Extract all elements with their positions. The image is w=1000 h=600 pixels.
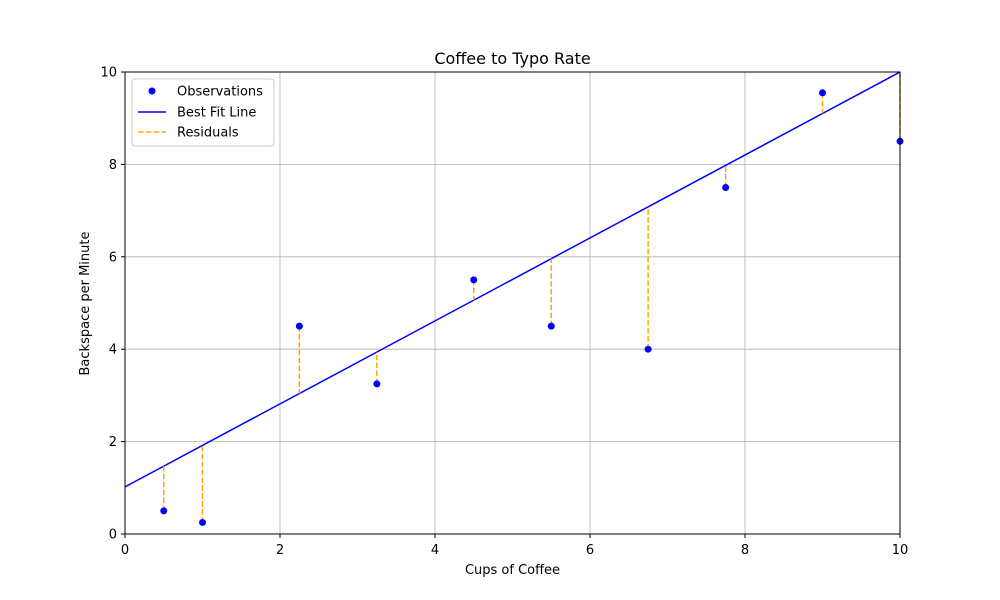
x-tick-label: 4 — [431, 543, 439, 558]
observation-point — [722, 184, 730, 191]
y-tick-label: 2 — [109, 435, 117, 450]
y-tick-label: 0 — [109, 528, 117, 543]
plot-area — [124, 71, 904, 526]
y-tick-label: 10 — [100, 66, 117, 81]
observation-point — [295, 322, 303, 330]
legend-label-residuals: Residuals — [177, 126, 239, 141]
observation-point — [547, 322, 555, 330]
observation-point — [373, 380, 381, 388]
x-tick-label: 2 — [276, 543, 284, 558]
legend-label-best-fit: Best Fit Line — [177, 106, 256, 121]
legend: Observations Best Fit Line Residuals — [131, 78, 275, 147]
y-tick-label: 8 — [109, 158, 117, 173]
observation-point — [160, 507, 168, 515]
observation-point — [470, 276, 478, 284]
chart-title: Coffee to Typo Rate — [434, 49, 590, 68]
y-tick-label: 6 — [109, 250, 117, 265]
x-tick-label: 6 — [586, 543, 594, 558]
legend-observations-marker — [148, 87, 156, 95]
axes-frame — [124, 71, 901, 535]
observation-point — [819, 89, 826, 97]
x-tick-label: 8 — [741, 543, 749, 558]
best-fit-line — [124, 71, 901, 488]
legend-label-observations: Observations — [177, 85, 263, 100]
observation-point — [199, 518, 206, 526]
x-tick-label: 0 — [121, 543, 129, 558]
observation-point — [644, 345, 652, 353]
legend-box — [131, 78, 275, 147]
y-tick-label: 4 — [109, 343, 117, 358]
x-axis-label: Cups of Coffee — [465, 563, 560, 578]
axes: 0 2 4 6 8 10 0 2 4 6 8 10 — [100, 66, 908, 559]
x-tick-label: 10 — [892, 543, 909, 558]
y-axis-label: Backspace per Minute — [78, 232, 93, 376]
